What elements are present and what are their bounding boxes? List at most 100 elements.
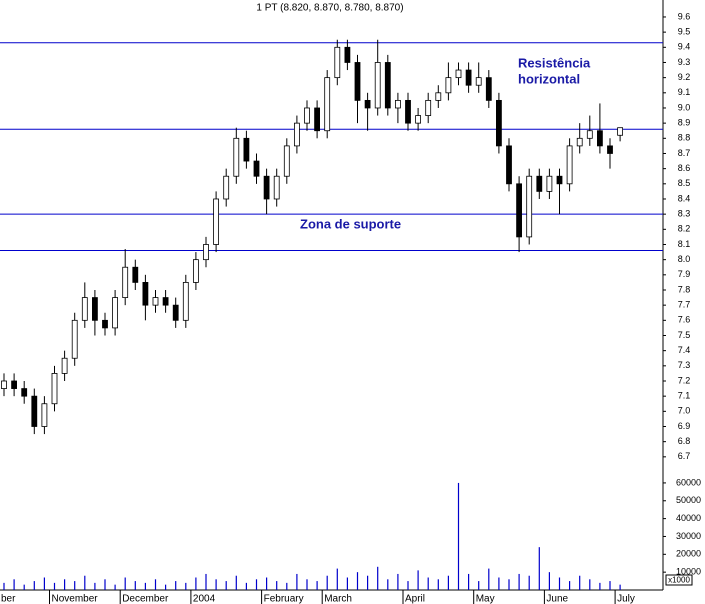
y-tick-label: 6.8 <box>678 436 691 446</box>
candle-body <box>536 175 543 192</box>
candle-body <box>384 62 391 109</box>
candle-body <box>182 282 189 321</box>
y-tick-label: 7.3 <box>678 360 691 370</box>
y-tick-label: 8.6 <box>678 163 691 173</box>
candle-body <box>102 319 108 329</box>
candle-body <box>516 183 522 238</box>
candle-body <box>283 145 290 177</box>
candle-body <box>566 145 573 185</box>
candle-body <box>122 266 129 298</box>
candle-body <box>394 99 401 109</box>
candle-body <box>172 304 179 321</box>
y-tick-label: 6.9 <box>678 421 691 431</box>
candle-body <box>213 198 220 245</box>
candle-body <box>314 107 321 132</box>
y-tick-label: 7.5 <box>678 330 691 340</box>
candle-body <box>223 175 230 200</box>
volume-tick-label: 40000 <box>676 513 701 523</box>
x-tick-label: ber <box>1 594 16 604</box>
y-tick-label: 7.8 <box>678 284 691 294</box>
candle-body <box>324 77 331 132</box>
candle-body <box>162 297 169 306</box>
x-tick-label: July <box>617 594 635 604</box>
y-tick-label: 8.8 <box>678 133 691 143</box>
candle-body <box>1 380 7 389</box>
candle-body <box>263 175 270 200</box>
y-tick-label: 9.5 <box>678 27 691 37</box>
candle-body <box>92 297 98 321</box>
candle-body <box>364 99 371 109</box>
annotation: Resistência <box>518 55 591 70</box>
y-tick-label: 9.1 <box>678 87 691 97</box>
y-tick-label: 8.7 <box>678 148 691 158</box>
candle-body <box>11 380 18 389</box>
y-tick-label: 7.2 <box>678 375 691 385</box>
candle-body <box>51 373 58 405</box>
candle-body <box>253 160 260 177</box>
candle-body <box>304 107 310 124</box>
volume-tick-label: 60000 <box>676 477 701 487</box>
candle-body <box>374 62 381 109</box>
candle-body <box>597 130 603 147</box>
candle-body <box>546 175 553 192</box>
candle-body <box>233 137 240 177</box>
candle-body <box>455 69 462 79</box>
candle-body <box>556 175 563 185</box>
candle-body <box>41 403 48 427</box>
x-tick-label: February <box>264 594 304 604</box>
candle-body <box>526 175 533 238</box>
y-tick-label: 6.7 <box>678 451 691 461</box>
x-tick-label: November <box>52 594 99 604</box>
x-tick-label: June <box>546 594 568 604</box>
chart-title: 1 PT (8.820, 8.870, 8.780, 8.870) <box>256 3 403 14</box>
y-tick-label: 9.3 <box>678 57 691 67</box>
candle-body <box>192 259 199 283</box>
y-tick-label: 9.4 <box>678 42 691 52</box>
candle-body <box>142 282 149 306</box>
candle-body <box>607 145 613 154</box>
candle-body <box>273 175 280 200</box>
candle-body <box>132 266 139 283</box>
y-tick-label: 9.2 <box>678 72 691 82</box>
candle-body <box>485 77 492 101</box>
y-tick-label: 7.4 <box>678 345 691 355</box>
y-tick-label: 9.6 <box>678 11 691 21</box>
volume-tick-label: 50000 <box>676 495 701 505</box>
candle-body <box>425 99 432 116</box>
y-tick-label: 8.2 <box>678 224 691 234</box>
candle-body <box>475 77 482 86</box>
candle-body <box>203 244 209 261</box>
candle-body <box>405 99 411 124</box>
annotation: horizontal <box>518 71 580 86</box>
candle-body <box>31 395 38 427</box>
y-tick-label: 7.6 <box>678 315 691 325</box>
x-tick-label: May <box>476 594 495 604</box>
y-tick-label: 8.1 <box>678 239 691 249</box>
y-tick-label: 7.1 <box>678 391 691 401</box>
candle-body <box>71 319 78 359</box>
y-tick-label: 9.0 <box>678 102 691 112</box>
candle-body <box>112 297 118 329</box>
volume-unit: x1000 <box>668 576 690 585</box>
volume-tick-label: 20000 <box>676 549 701 559</box>
candle-body <box>344 46 351 63</box>
candle-body <box>506 145 512 185</box>
candle-body <box>61 357 68 374</box>
candle-body <box>495 99 502 147</box>
y-tick-label: 8.0 <box>678 254 691 264</box>
candle-body <box>354 62 361 101</box>
candle-body <box>415 115 422 124</box>
candle-body <box>576 137 583 147</box>
unit-box <box>665 574 693 586</box>
x-tick-label: December <box>122 594 169 604</box>
y-tick-label: 8.3 <box>678 209 691 219</box>
volume-tick-label: 30000 <box>676 531 701 541</box>
x-tick-label: March <box>324 594 352 604</box>
candle-body <box>81 297 88 321</box>
x-tick-label: 2004 <box>193 594 216 604</box>
candle-body <box>334 46 341 79</box>
y-tick-label: 7.0 <box>678 406 691 416</box>
candle-body <box>445 77 452 94</box>
